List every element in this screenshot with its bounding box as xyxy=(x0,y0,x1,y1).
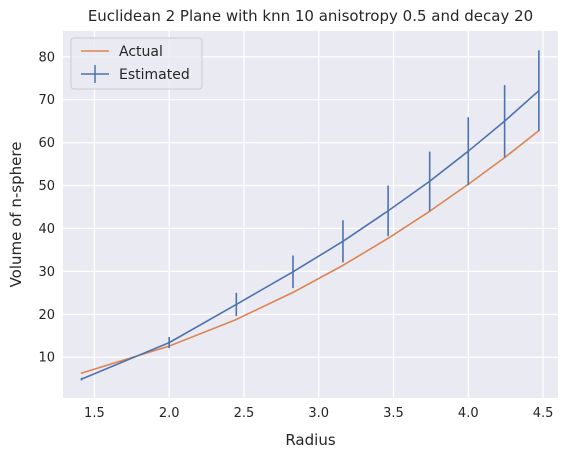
grid-lines xyxy=(63,31,558,398)
legend-label-estimated: Estimated xyxy=(119,67,190,83)
y-tick-label: 60 xyxy=(38,136,55,151)
data-point-estimated xyxy=(235,303,238,306)
series-layer xyxy=(80,50,540,381)
x-tick-label: 2.0 xyxy=(159,406,180,421)
legend-label-actual: Actual xyxy=(119,44,163,60)
data-point-estimated xyxy=(80,378,83,380)
x-tick-label: 4.0 xyxy=(458,406,479,421)
data-point-actual xyxy=(428,210,431,213)
x-tick-label: 2.5 xyxy=(234,406,255,421)
tick-labels: 1.5 2.0 2.5 3.0 3.5 4.0 4.5 10 20 30 40 50 60 70 80 xyxy=(38,50,553,421)
x-tick-label: 1.5 xyxy=(84,406,105,421)
y-tick-label: 50 xyxy=(38,179,55,194)
data-point-estimated xyxy=(503,120,506,122)
data-point-actual xyxy=(292,291,294,294)
chart-title: Euclidean 2 Plane with knn 10 anisotropy… xyxy=(88,7,533,25)
data-point-actual xyxy=(503,156,506,159)
y-tick-label: 70 xyxy=(38,93,55,108)
legend: Actual Estimated xyxy=(70,37,203,90)
y-tick-label: 20 xyxy=(38,308,55,323)
data-point-actual xyxy=(342,264,344,267)
data-point-estimated xyxy=(342,240,344,243)
data-point-actual xyxy=(235,318,238,321)
x-tick-label: 3.5 xyxy=(383,406,404,421)
data-point-estimated xyxy=(168,341,170,344)
data-point-actual xyxy=(80,372,83,374)
data-point-estimated xyxy=(387,210,389,212)
series-line-estimated xyxy=(81,90,540,380)
x-axis-label: Radius xyxy=(285,431,335,449)
data-point-estimated xyxy=(428,180,431,183)
x-tick-label: 3.0 xyxy=(308,406,329,421)
data-point-actual xyxy=(387,237,389,240)
data-point-estimated xyxy=(292,271,294,273)
plot-area xyxy=(63,31,558,398)
y-tick-label: 80 xyxy=(38,50,55,65)
x-tick-label: 4.5 xyxy=(533,406,554,421)
y-tick-label: 30 xyxy=(38,265,55,280)
series-line-actual xyxy=(81,129,540,374)
y-axis-label: Volume of n-sphere xyxy=(7,142,25,288)
data-point-estimated xyxy=(467,150,470,152)
y-tick-label: 10 xyxy=(38,351,55,366)
y-tick-label: 40 xyxy=(38,222,55,237)
data-point-estimated xyxy=(538,89,540,92)
